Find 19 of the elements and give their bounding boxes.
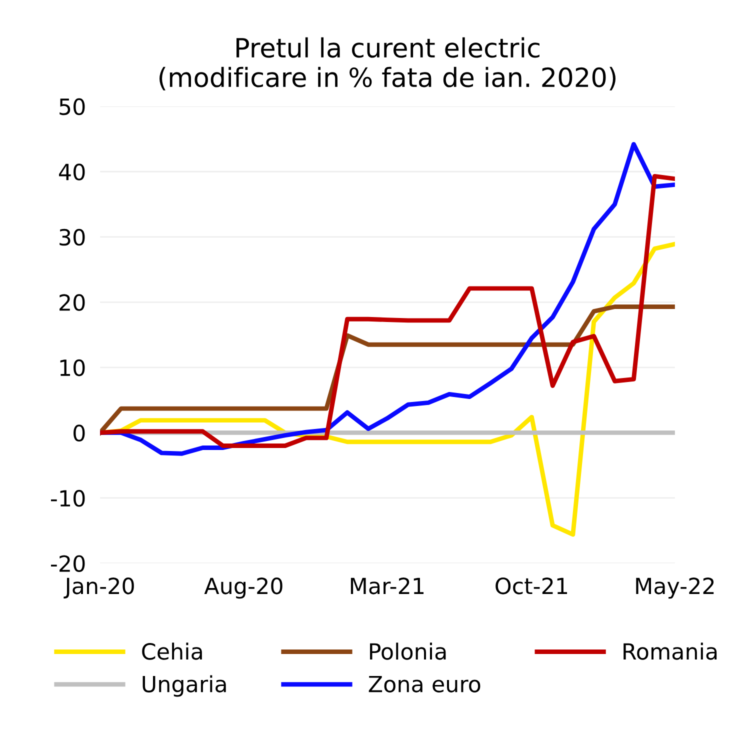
legend-label: Cehia <box>142 642 202 660</box>
legend-label: Zona euro <box>368 676 480 692</box>
y-tick-label: 0 <box>74 424 85 442</box>
x-tick-label: May-22 <box>636 578 714 599</box>
y-tick-label: 20 <box>60 294 85 311</box>
y-tick-label: 30 <box>60 228 85 246</box>
y-tick-label: 10 <box>60 359 85 376</box>
x-tick-label: Aug-20 <box>204 578 282 599</box>
x-tick-label: Oct-21 <box>496 578 568 594</box>
y-tick-label: -10 <box>51 490 85 507</box>
legend-label: Ungaria <box>142 675 226 697</box>
legend-label: Romania <box>624 642 717 660</box>
y-tick-label: 40 <box>59 164 85 180</box>
y-tick-label: 50 <box>60 98 85 116</box>
legend-label: Polonia <box>370 642 446 660</box>
y-tick-label: -20 <box>51 555 85 572</box>
chart-title: Pretul la curent electric (modificare in % fata de ian. 2020) <box>160 37 616 90</box>
x-tick-label: Mar-21 <box>350 578 424 594</box>
x-tick-label: Jan-20 <box>64 578 134 598</box>
